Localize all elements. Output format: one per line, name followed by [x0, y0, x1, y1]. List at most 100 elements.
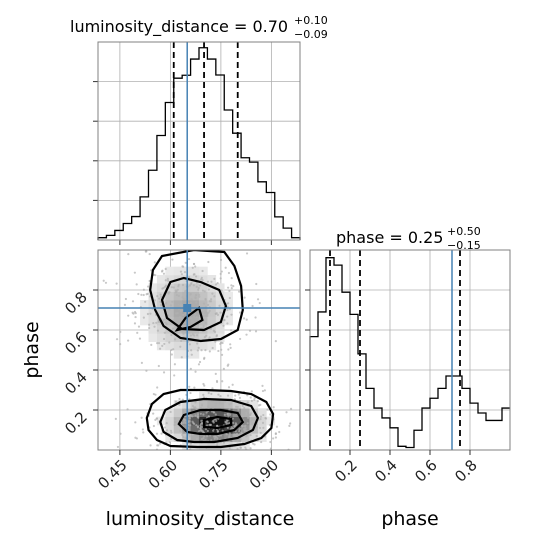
density-cell [156, 333, 166, 342]
sample-point [137, 292, 140, 296]
phase-title-sub: −0.15 [447, 239, 481, 252]
sample-point [245, 333, 248, 336]
sample-point [228, 403, 231, 406]
sample-point [172, 319, 175, 322]
sample-point [243, 425, 246, 428]
sample-point [241, 415, 244, 418]
sample-point [233, 424, 236, 428]
sample-point [246, 401, 249, 404]
sample-point [173, 363, 176, 366]
sample-point [206, 429, 209, 433]
sample-point [188, 435, 192, 438]
sample-point [231, 427, 234, 430]
density-cell [140, 308, 149, 317]
sample-point [156, 294, 159, 298]
density-cell [224, 308, 233, 317]
sample-point [260, 440, 263, 444]
sample-point [189, 292, 193, 296]
sample-point [175, 312, 178, 315]
phase-title-sup: +0.50 [447, 225, 481, 238]
density-cell [190, 300, 200, 309]
phase-histogram-step [309, 257, 510, 450]
density-cell [207, 400, 217, 409]
sample-point [285, 411, 288, 414]
sample-point [196, 349, 199, 352]
sample-point [165, 429, 169, 432]
sample-point [191, 266, 194, 269]
sample-point [168, 308, 171, 311]
sample-point [200, 421, 204, 425]
density-cell [207, 308, 217, 317]
sample-point [158, 297, 161, 300]
density-cell [173, 283, 183, 292]
density-cell [199, 408, 208, 417]
sample-point [164, 279, 167, 282]
sample-point [192, 406, 196, 409]
sample-point [237, 393, 240, 396]
density-cell [190, 341, 200, 351]
sample-point [217, 349, 220, 353]
density-cell [190, 308, 200, 317]
phase-histogram-panel: 0.2 0.4 0.6 0.8 [305, 249, 511, 486]
sample-point [181, 398, 184, 401]
sample-point [181, 433, 184, 436]
density-cell [165, 416, 175, 426]
sample-point [234, 405, 238, 408]
sample-point [192, 421, 195, 425]
sample-point [213, 330, 217, 334]
sample-point [152, 412, 155, 415]
sample-point [144, 300, 147, 303]
sample-point [156, 386, 159, 389]
sample-point [228, 432, 231, 435]
contour-line-4 [149, 250, 244, 343]
sample-point [136, 331, 139, 334]
sample-point [214, 340, 217, 343]
density-cell [165, 275, 175, 284]
density-cell [148, 325, 158, 334]
sample-point [194, 296, 197, 299]
sample-point [226, 412, 229, 415]
sample-point [165, 322, 168, 325]
sample-point [221, 429, 224, 432]
sample-point [132, 312, 135, 315]
density-cell [257, 425, 267, 434]
sample-point [224, 266, 227, 269]
sample-point [173, 338, 177, 341]
sample-point [203, 384, 206, 387]
sample-point [162, 371, 166, 374]
sample-point [249, 447, 252, 450]
density-cell [215, 283, 225, 292]
sample-point [182, 418, 186, 421]
sample-point [204, 298, 207, 301]
sample-point [210, 439, 213, 442]
sample-point [195, 316, 198, 319]
sample-point [140, 361, 143, 365]
sample-point [161, 319, 165, 323]
sample-point [190, 298, 193, 301]
luminosity-distance-histogram-panel [93, 41, 301, 245]
density-cell [215, 416, 225, 426]
sample-point [261, 389, 265, 393]
sample-point [161, 287, 164, 290]
sample-point [259, 403, 262, 406]
sample-point [164, 267, 167, 271]
density-cell [215, 400, 225, 409]
sample-point [192, 273, 195, 276]
sample-point [171, 327, 175, 330]
sample-point [236, 405, 239, 409]
sample-point [272, 406, 275, 409]
sample-point [160, 304, 163, 307]
sample-point [238, 428, 241, 431]
sample-point [161, 344, 164, 347]
sample-point [216, 313, 220, 316]
density-cell [148, 291, 158, 301]
sample-point [206, 420, 209, 423]
sample-point [256, 298, 260, 301]
sample-point [176, 288, 179, 291]
sample-point [221, 402, 224, 405]
sample-point [223, 400, 227, 403]
sample-point [201, 279, 204, 282]
luminosity-distance-title: luminosity_distance = 0.70 [70, 17, 288, 37]
sample-point [184, 436, 187, 439]
density-cell [207, 333, 217, 342]
